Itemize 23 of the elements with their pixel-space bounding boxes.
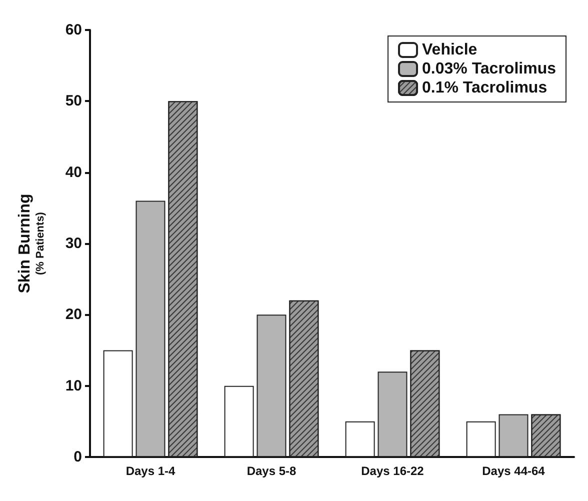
y-tick-label: 20 [65,306,82,324]
x-tick-label: Days 1-4 [126,464,176,478]
bar [345,421,375,457]
y-tick-label: 40 [65,164,82,181]
bar [224,386,254,457]
y-tick-label: 30 [65,235,82,252]
legend-label: 0.1% Tacrolimus [422,80,548,96]
x-tick-label: Days 16-22 [361,464,424,478]
y-axis-title: Skin Burning (% Patients) [16,194,46,294]
x-tick-label: Days 44-64 [482,464,546,478]
y-tick-label: 10 [65,377,82,394]
bar [466,421,496,457]
bar [256,314,286,457]
bar [498,414,528,457]
bar [378,372,408,457]
bar [103,350,133,457]
y-tick-label: 60 [65,22,82,38]
bar [136,200,166,457]
legend-label: 0.03% Tacrolimus [422,60,556,78]
y-tick-label: 0 [74,448,82,466]
y-tick-label: 50 [65,92,82,110]
x-tick-label: Days 5-8 [246,464,297,478]
legend-label: Vehicle [422,42,478,58]
